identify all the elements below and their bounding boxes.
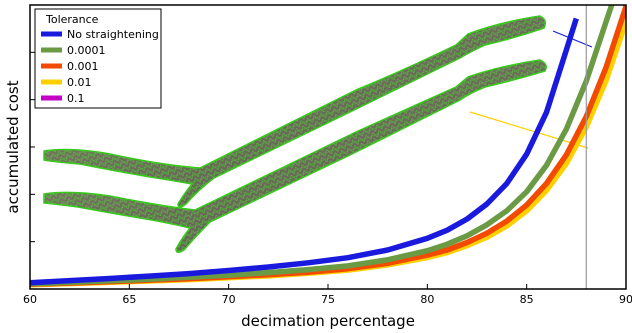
series-line-no-straightening [30, 17, 579, 286]
series-layer [30, 5, 626, 288]
legend: Tolerance No straightening 0.0001 0.001 0.0… [34, 8, 162, 109]
x-tick-label: 60 [23, 293, 37, 306]
x-tick-label: 70 [222, 293, 236, 306]
y-axis-label: accumulated cost [4, 80, 22, 213]
x-tick-label: 75 [321, 293, 335, 306]
branch-mesh-illustration [43, 15, 593, 253]
legend-label: No straightening [67, 28, 159, 41]
legend-title: Tolerance [45, 13, 99, 26]
y-ticks [30, 51, 35, 243]
legend-label: 0.01 [67, 76, 92, 89]
upper-branch-illustration [43, 15, 547, 208]
legend-label: 0.001 [67, 60, 99, 73]
legend-label: 0.1 [67, 92, 85, 105]
x-axis-ticks: 60 65 70 75 80 85 90 [23, 284, 632, 306]
yellow-callout-line [469, 111, 589, 149]
x-axis-label: decimation percentage [241, 312, 415, 330]
legend-label: 0.0001 [67, 44, 106, 57]
x-tick-label: 80 [420, 293, 434, 306]
x-tick-label: 85 [520, 293, 534, 306]
lower-branch-illustration [43, 59, 547, 253]
legend-box [34, 8, 162, 109]
series-line-0-0001 [30, 5, 615, 287]
x-tick-label: 90 [619, 293, 632, 306]
x-tick-label: 65 [122, 293, 136, 306]
